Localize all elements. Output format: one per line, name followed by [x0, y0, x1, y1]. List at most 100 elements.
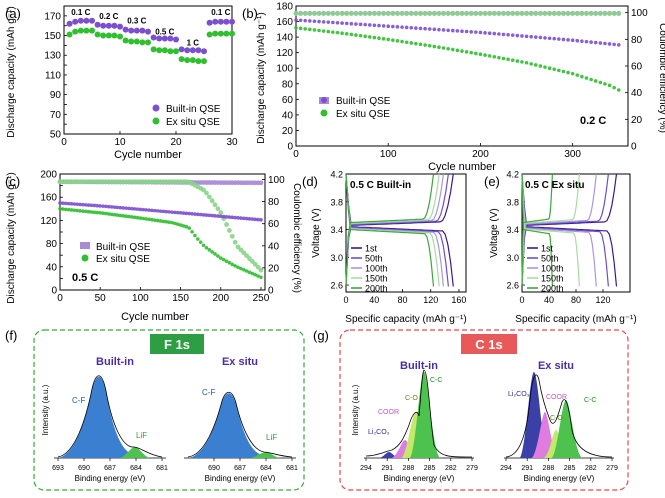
point-builtin [81, 202, 85, 207]
ce-point-exsitu [376, 11, 382, 16]
xps-x-tick-label: 285 [564, 465, 576, 472]
point-exsitu [427, 43, 432, 48]
ce-point-exsitu [358, 11, 363, 16]
point-builtin [207, 213, 212, 218]
point-exsitu [178, 56, 185, 63]
point-exsitu [112, 212, 117, 217]
discharge-curve [345, 173, 449, 287]
legend-label: 100th [365, 264, 388, 274]
ce-point-exsitu [445, 11, 451, 16]
point-builtin [66, 20, 73, 27]
point-exsitu [184, 57, 191, 64]
point-exsitu [414, 41, 418, 46]
point-builtin [100, 22, 107, 29]
xps-c-ylabel: Intensity (a.u.) [351, 384, 360, 435]
point-builtin [63, 201, 68, 206]
point-exsitu [212, 30, 219, 37]
point-exsitu [170, 220, 174, 225]
ce-point-exsitu [561, 11, 566, 16]
y-tick-label-d: 3.0 [330, 253, 343, 263]
y-tick-label-b: 80 [282, 79, 294, 90]
point-builtin [580, 39, 584, 43]
ce-point-exsitu [215, 206, 221, 212]
panel-label-b: (b) [242, 6, 258, 21]
ce-point-exsitu [579, 11, 585, 16]
point-exsitu [250, 271, 255, 276]
ce-point-exsitu [505, 11, 511, 16]
point-builtin [561, 37, 566, 42]
point-builtin [400, 25, 404, 29]
ce-point-exsitu [353, 11, 359, 16]
ce-point-exsitu [542, 11, 548, 16]
panel-e: (e) 0 40 80 120 2.6 3.0 3.4 3.8 4.2 0.5 C Ex sit… [484, 170, 637, 326]
point-exsitu [72, 208, 77, 213]
point-exsitu [321, 29, 326, 33]
point-builtin [77, 17, 84, 24]
ce-point-exsitu [330, 11, 336, 16]
x-tick-label-e: 80 [571, 295, 581, 305]
ce-point-exsitu [570, 11, 576, 16]
series-marks-b [293, 10, 622, 92]
point-builtin [167, 35, 174, 42]
point-builtin [173, 210, 177, 215]
point-builtin [193, 212, 197, 216]
panel-title-badge-g [461, 334, 517, 354]
legend-marker-exsitu-b [320, 109, 328, 117]
legend-label-builtin-c: Built-in QSE [96, 242, 151, 253]
ce-point-exsitu [209, 198, 215, 204]
point-builtin [492, 31, 497, 36]
xps-x-tick-label: 687 [234, 465, 246, 472]
charge-curve [521, 173, 553, 286]
point-builtin [377, 23, 381, 28]
point-exsitu [230, 262, 235, 267]
y-tick-label-c: 120 [40, 216, 57, 227]
point-builtin [117, 23, 123, 30]
point-builtin [135, 207, 140, 211]
point-exsitu [381, 37, 386, 41]
point-exsitu [543, 65, 547, 69]
point-exsitu [363, 34, 367, 39]
xps-x-tick-label: 294 [360, 465, 372, 472]
y-tick-label-d: 4.2 [330, 170, 343, 180]
point-builtin [506, 32, 510, 37]
point-exsitu [63, 207, 68, 212]
ce-point-exsitu [454, 11, 460, 16]
xps-c-left-label-cc: C-C [430, 377, 442, 384]
point-builtin [395, 25, 400, 29]
point-exsitu [229, 30, 235, 37]
point-builtin [340, 21, 344, 25]
discharge-curve [521, 173, 553, 287]
y-tick-label-d: 3.8 [330, 197, 343, 207]
point-exsitu [187, 226, 192, 230]
point-builtin [598, 41, 603, 45]
ce-point-exsitu [464, 11, 470, 16]
point-builtin [224, 215, 229, 219]
ce-point-exsitu [298, 11, 304, 16]
ce-point-exsitu [537, 11, 543, 16]
ce-point-exsitu [427, 11, 433, 16]
annotation-rate-c: 0.5 C [72, 272, 98, 284]
point-builtin [589, 40, 593, 44]
point-builtin [575, 38, 580, 43]
xps-x-tick-label: 684 [130, 465, 142, 472]
point-builtin [89, 203, 94, 208]
point-exsitu [331, 30, 335, 34]
point-builtin [381, 24, 386, 28]
legend-label-exsitu-b: Ex situ QSE [336, 109, 390, 120]
point-builtin [335, 21, 340, 25]
panel-border-f [33, 329, 305, 491]
ce-point-exsitu [390, 11, 396, 16]
point-builtin [529, 34, 533, 39]
point-builtin [487, 31, 492, 36]
x-axis-label-d: Specific capacity (mAh g⁻¹) [345, 314, 466, 325]
point-exsitu [432, 44, 437, 49]
discharge-curve [521, 173, 580, 287]
legend-marker-builtin-c [80, 242, 90, 249]
point-builtin [538, 35, 543, 40]
y-tick-label-a: 130 [44, 51, 61, 62]
point-exsitu [570, 71, 575, 76]
x-axis-label-e: Specific capacity (mAh g⁻¹) [515, 314, 636, 325]
point-builtin [241, 216, 246, 221]
point-exsitu [506, 57, 510, 62]
ce-point-exsitu [478, 11, 483, 16]
